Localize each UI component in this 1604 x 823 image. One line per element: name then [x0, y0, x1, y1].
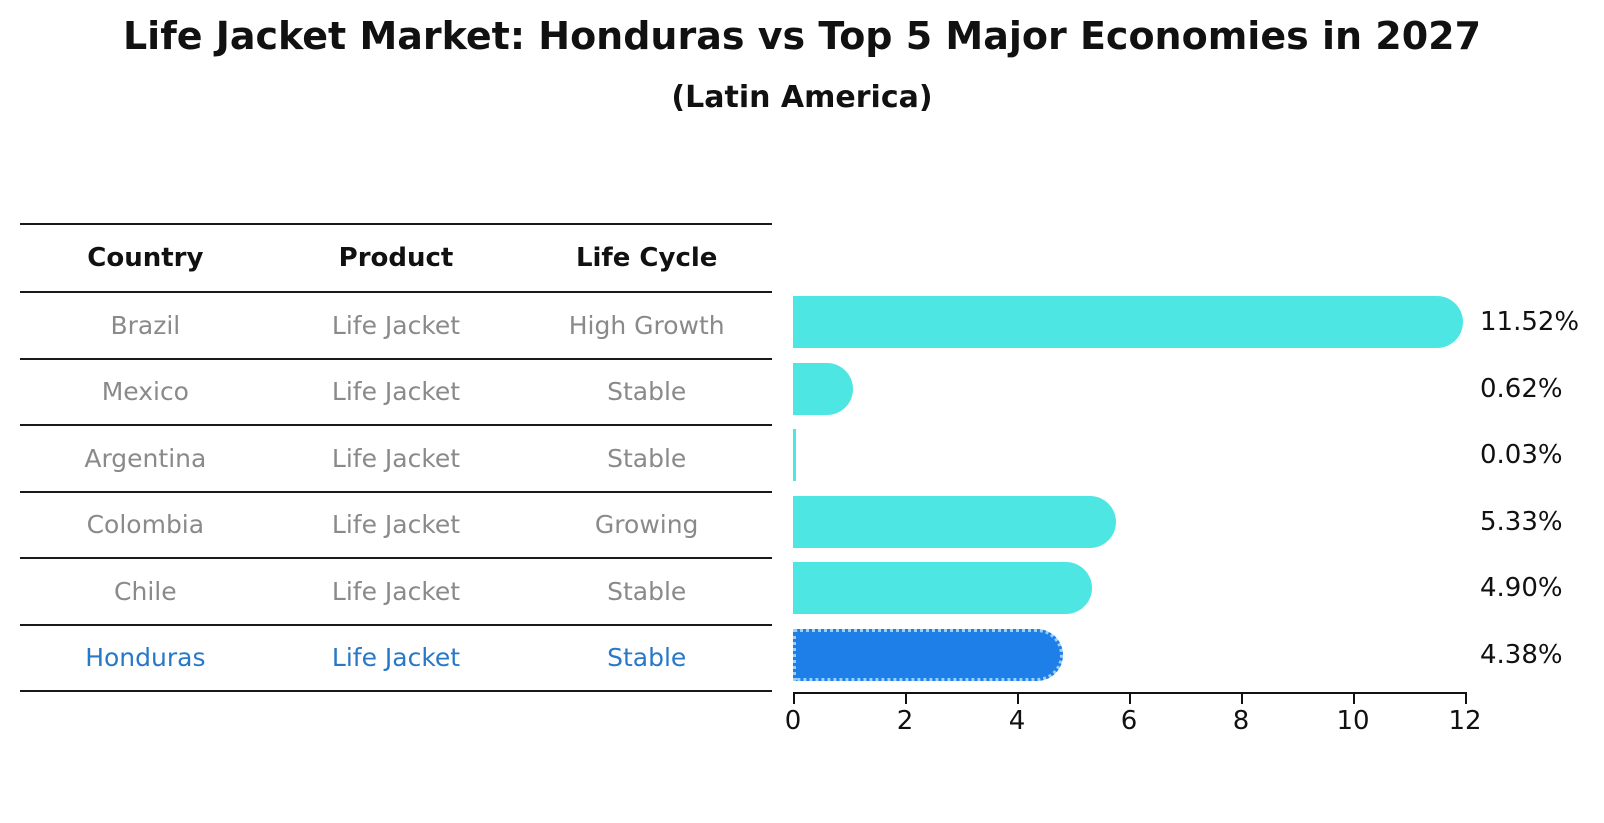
bar-row-honduras: 4.38% [793, 628, 1604, 681]
cell-country: Mexico [101, 377, 189, 407]
x-tick-label: 6 [1120, 706, 1138, 736]
x-tick-label: 4 [1008, 706, 1026, 736]
value-label-mexico: 0.62% [1480, 373, 1563, 404]
x-tick [1241, 694, 1243, 704]
cell-product: Life Jacket [331, 310, 461, 340]
bar-brazil [793, 296, 1464, 348]
x-tick-label: 0 [784, 706, 802, 736]
table-row-brazil: Brazil Life Jacket High Growth [20, 291, 772, 358]
cell-product: Life Jacket [331, 576, 461, 606]
bar-row-brazil: 11.52% [793, 296, 1604, 348]
cell-life-cycle: Stable [607, 643, 687, 673]
value-label-colombia: 5.33% [1480, 506, 1563, 537]
bar-chart: 11.52% 0.62% 0.03% 5.33% 4.90% 4.38% [793, 296, 1604, 695]
table-row-colombia: Colombia Life Jacket Growing [20, 490, 772, 558]
table-row-argentina: Argentina Life Jacket Stable [20, 424, 772, 491]
bar-colombia [793, 495, 1117, 548]
column-header-country: Country [87, 243, 204, 273]
bar-row-mexico: 0.62% [793, 362, 1604, 415]
x-tick [905, 694, 907, 704]
bar-row-argentina: 0.03% [793, 429, 1604, 481]
bar-chile [793, 562, 1093, 614]
x-tick [1465, 694, 1467, 704]
value-label-argentina: 0.03% [1480, 440, 1563, 470]
x-tick [1017, 694, 1019, 704]
x-tick-label: 8 [1232, 706, 1250, 736]
table-row-chile: Chile Life Jacket Stable [20, 557, 772, 624]
table-row-mexico: Mexico Life Jacket Stable [20, 357, 772, 425]
cell-product: Life Jacket [331, 443, 461, 473]
cell-product: Life Jacket [331, 377, 461, 407]
cell-country: Brazil [110, 310, 181, 340]
cell-country: Chile [114, 576, 177, 606]
bar-mexico [793, 362, 853, 415]
chart-title: Life Jacket Market: Honduras vs Top 5 Ma… [122, 14, 1482, 58]
x-tick-label: 2 [896, 706, 914, 736]
table-row-honduras: Honduras Life Jacket Stable [20, 623, 772, 691]
bar-argentina [793, 429, 796, 481]
bar-row-colombia: 5.33% [793, 495, 1604, 548]
country-table: Country Product Life Cycle Brazil Life J… [20, 223, 772, 692]
x-tick-label: 10 [1336, 706, 1370, 736]
cell-country: Honduras [85, 643, 206, 673]
column-header-product: Product [338, 243, 454, 273]
cell-country: Colombia [86, 510, 205, 540]
x-tick [1129, 694, 1131, 704]
chart-subtitle: (Latin America) [671, 80, 933, 115]
cell-life-cycle: Growing [594, 510, 699, 540]
cell-life-cycle: High Growth [568, 310, 725, 340]
bar-honduras [793, 628, 1064, 681]
x-axis-line: 0 2 4 6 8 10 12 [785, 692, 1482, 736]
x-tick [1353, 694, 1355, 704]
cell-life-cycle: Stable [607, 377, 687, 407]
value-label-honduras: 4.38% [1480, 639, 1563, 670]
bar-row-chile: 4.90% [793, 562, 1604, 614]
cell-life-cycle: Stable [607, 576, 687, 606]
cell-life-cycle: Stable [607, 443, 687, 473]
x-tick-label: 12 [1448, 706, 1482, 736]
cell-product: Life Jacket [331, 510, 461, 540]
column-header-life-cycle: Life Cycle [575, 243, 718, 273]
cell-country: Argentina [84, 443, 207, 473]
value-label-chile: 4.90% [1480, 573, 1563, 603]
x-tick [793, 694, 795, 704]
table-header-row: Country Product Life Cycle [20, 225, 772, 291]
value-label-brazil: 11.52% [1480, 307, 1580, 337]
cell-product: Life Jacket [331, 643, 461, 673]
